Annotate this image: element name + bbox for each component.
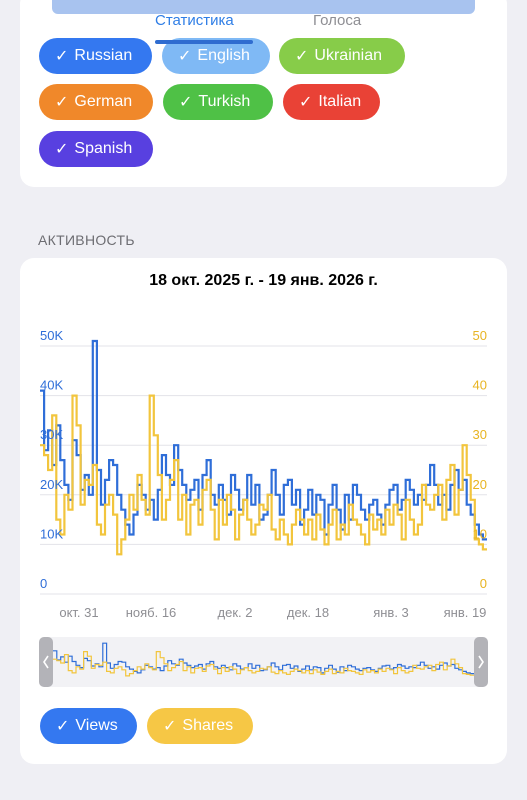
check-icon: ✓ <box>178 48 192 65</box>
check-icon: ✓ <box>55 141 69 158</box>
left-tick-label: 50K <box>40 328 63 343</box>
left-tick-label: 10K <box>40 526 63 541</box>
language-chip-label: Italian <box>318 93 362 110</box>
language-chip-label: German <box>74 93 133 110</box>
language-chip-ukrainian[interactable]: ✓ Ukrainian <box>279 38 405 74</box>
navigator-line-views <box>53 642 474 675</box>
language-chip-russian[interactable]: ✓ Russian <box>39 38 152 74</box>
language-chip-label: English <box>197 47 250 64</box>
x-tick-label: янв. 3 <box>373 605 409 620</box>
left-tick-label: 40K <box>40 378 63 393</box>
check-icon: ✓ <box>179 94 193 111</box>
chevron-right-icon <box>478 655 484 669</box>
tab-voices[interactable]: Голоса <box>313 12 362 29</box>
section-title: АКТИВНОСТЬ <box>38 232 135 248</box>
x-tick-label: окт. 31 <box>59 605 98 620</box>
right-tick-label: 50 <box>473 328 487 343</box>
right-tick-label: 0 <box>480 576 487 591</box>
x-tick-label: янв. 19 <box>444 605 487 620</box>
check-icon: ✓ <box>299 94 313 111</box>
range-handle-left[interactable] <box>39 637 53 687</box>
language-chip-italian[interactable]: ✓ Italian <box>283 84 380 120</box>
language-chip-turkish[interactable]: ✓ Turkish <box>163 84 273 120</box>
x-tick-label: дек. 18 <box>287 605 329 620</box>
range-navigator[interactable] <box>39 637 488 687</box>
chart-x-ticks: окт. 31 нояб. 16 дек. 2 дек. 18 янв. 3 янв. 1… <box>59 605 486 620</box>
chart-grid <box>40 345 487 595</box>
navigator-lines <box>53 642 474 677</box>
x-tick-label: дек. 2 <box>218 605 253 620</box>
language-chip-label: Russian <box>74 47 133 64</box>
right-tick-label: 20 <box>473 477 487 492</box>
active-tab-indicator <box>155 40 253 44</box>
range-handle-right[interactable] <box>474 637 488 687</box>
language-chip-english[interactable]: ✓ English <box>162 38 270 74</box>
legend-toggle-views[interactable]: ✓ Views <box>40 708 137 744</box>
language-chip-spanish[interactable]: ✓ Spanish <box>39 131 153 167</box>
right-tick-label: 40 <box>473 378 487 393</box>
right-tick-label: 30 <box>473 427 487 442</box>
series-line-shares <box>40 394 487 556</box>
left-tick-label: 30K <box>40 427 63 442</box>
tab-statistics[interactable]: Статистика <box>155 12 234 29</box>
check-icon: ✓ <box>55 48 69 65</box>
legend-label: Shares <box>182 717 234 734</box>
left-tick-label: 0 <box>40 576 47 591</box>
top-scroll-strip <box>52 0 475 14</box>
chevron-left-icon <box>43 655 49 669</box>
legend-toggle-shares[interactable]: ✓ Shares <box>147 708 253 744</box>
chart-title: 18 окт. 2025 г. - 19 янв. 2026 г. <box>149 272 378 289</box>
check-icon: ✓ <box>163 718 177 735</box>
navigator-line-shares <box>53 651 474 677</box>
check-icon: ✓ <box>56 718 70 735</box>
language-chip-german[interactable]: ✓ German <box>39 84 153 120</box>
chart-ticks: 0 0 10K 10 20K 20 30K 30 40K 40 50K 50 <box>40 328 487 591</box>
language-chip-label: Turkish <box>198 93 251 110</box>
check-icon: ✓ <box>55 94 69 111</box>
left-tick-label: 20K <box>40 477 63 492</box>
language-chip-label: Spanish <box>74 140 133 157</box>
legend-label: Views <box>75 717 118 734</box>
series-line-views <box>40 339 487 541</box>
x-tick-label: нояб. 16 <box>126 605 177 620</box>
right-tick-label: 10 <box>473 526 487 541</box>
language-chip-label: Ukrainian <box>314 47 382 64</box>
chart-lines <box>40 339 487 556</box>
check-icon: ✓ <box>295 48 309 65</box>
